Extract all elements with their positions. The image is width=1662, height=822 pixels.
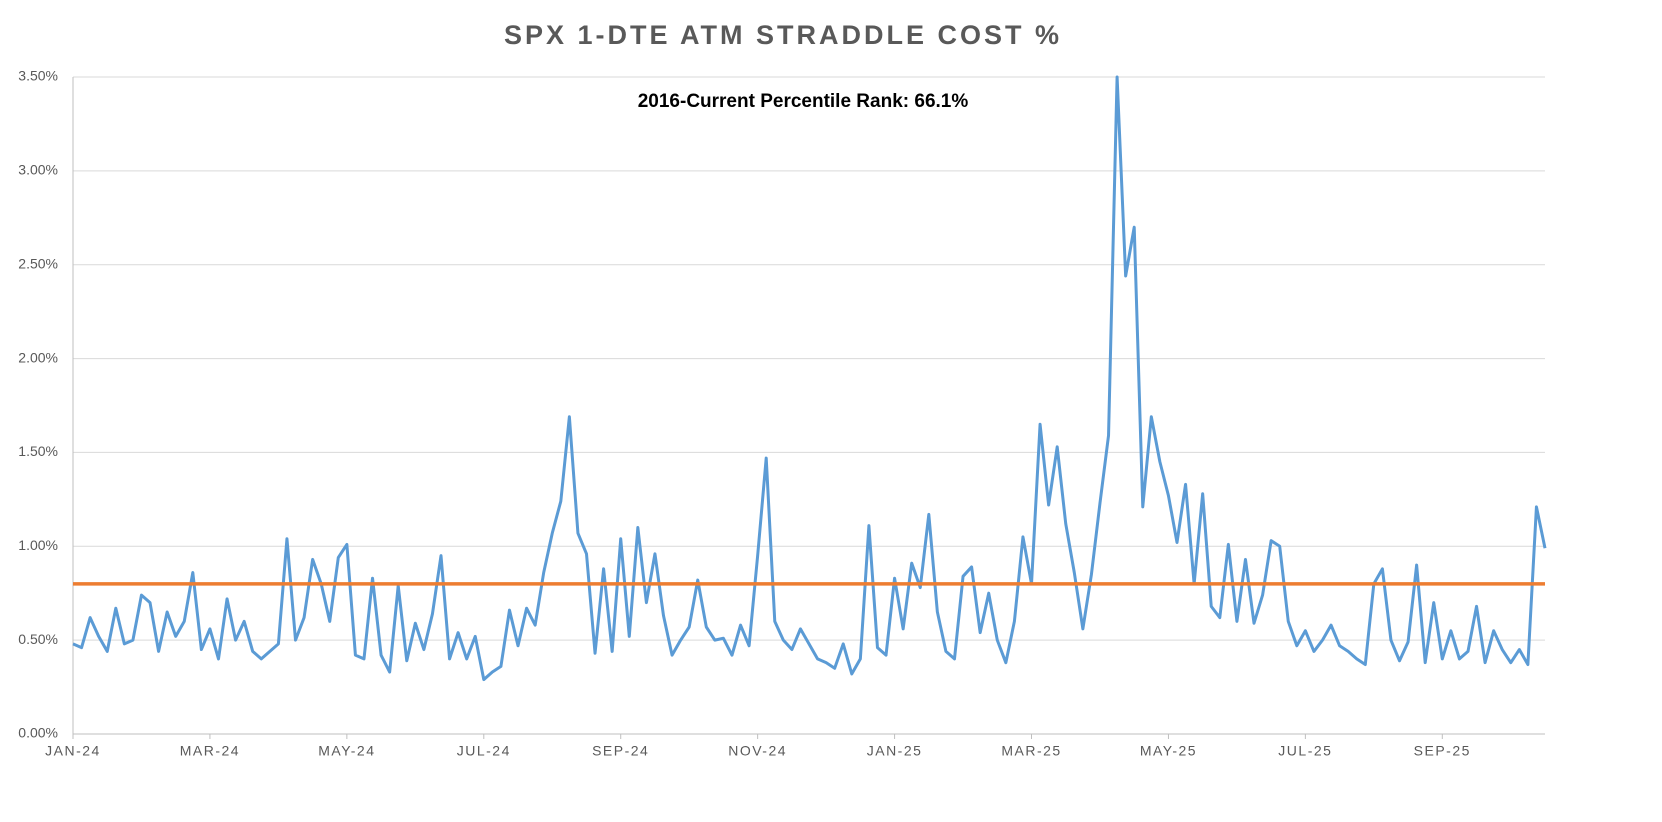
x-tick-label: JAN-25 [867,743,923,759]
y-tick-label: 1.50% [18,443,58,459]
y-tick-label: 3.50% [18,68,58,84]
y-tick-label: 0.50% [18,631,58,647]
x-tick-label: JUL-25 [1278,743,1332,759]
x-tick-label: SEP-24 [592,743,649,759]
x-tick-label: MAR-25 [1001,743,1061,759]
y-tick-label: 2.00% [18,349,58,365]
x-tick-label: SEP-25 [1414,743,1471,759]
x-tick-label: MAY-25 [1140,743,1197,759]
y-tick-label: 3.00% [18,162,58,178]
y-tick-label: 1.00% [18,537,58,553]
y-tick-label: 2.50% [18,255,58,271]
x-tick-label: JAN-24 [45,743,101,759]
x-tick-label: MAY-24 [318,743,375,759]
x-tick-label: MAR-24 [180,743,240,759]
y-tick-label: 0.00% [18,725,58,741]
annotation: 2016-Current Percentile Rank: 66.1% [638,91,969,112]
chart-title: SPX 1-DTE ATM STRADDLE COST % [504,20,1062,50]
series-line [72,75,1547,682]
x-tick-label: JUL-24 [457,743,511,759]
x-tick-label: NOV-24 [728,743,787,759]
